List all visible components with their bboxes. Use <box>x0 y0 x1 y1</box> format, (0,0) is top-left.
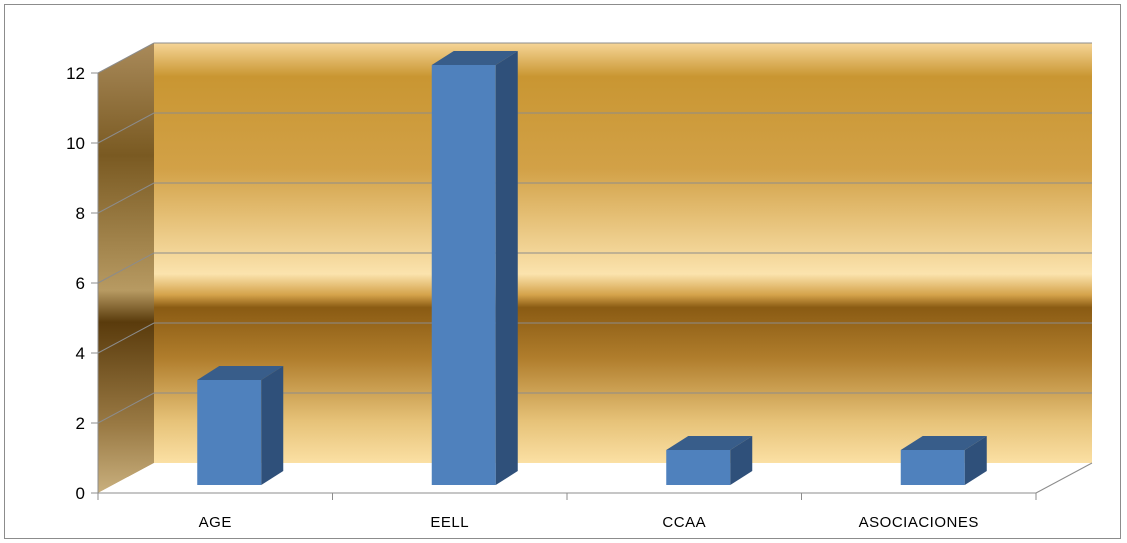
y-tick-label: 6 <box>76 274 85 293</box>
x-tick-label: EELL <box>430 514 469 531</box>
floor <box>98 463 1092 493</box>
bar-top <box>197 366 284 380</box>
bar-front <box>666 450 731 485</box>
x-tick-label: AGE <box>199 514 232 531</box>
gridline-side <box>97 252 155 284</box>
y-tick-label: 10 <box>66 134 85 153</box>
floor-edge <box>1035 462 1093 494</box>
chart-frame: 0 2 4 6 8 10 12 AGE EELL CCAA ASOCIACIONES <box>4 4 1121 539</box>
bar-side <box>261 366 284 485</box>
bar-top <box>900 436 987 450</box>
labels: 0 2 4 6 8 10 12 AGE EELL CCAA ASOCIACIONES <box>66 64 979 531</box>
x-tick-label: CCAA <box>662 514 706 531</box>
gridline-side <box>97 42 155 74</box>
gridline-side <box>97 322 155 354</box>
bar-side <box>730 436 753 485</box>
gridline-side <box>97 112 155 144</box>
bar-age <box>197 366 284 485</box>
bar-top <box>666 436 753 450</box>
bar-asociaciones <box>900 436 987 485</box>
y-tick-label: 8 <box>76 204 85 223</box>
y-tick-label: 2 <box>76 414 85 433</box>
gridlines <box>97 42 1092 424</box>
y-tick-label: 12 <box>66 64 85 83</box>
bar-side <box>495 51 518 485</box>
bar-ccaa <box>666 436 753 485</box>
axes <box>91 72 1093 500</box>
y-tick-label: 0 <box>76 484 85 503</box>
bars <box>197 51 987 485</box>
bar-side <box>964 436 987 485</box>
bar-top <box>431 51 518 65</box>
bar-front <box>900 450 965 485</box>
gridline-side <box>97 182 155 214</box>
bar-eell <box>431 51 518 485</box>
x-tick-label: ASOCIACIONES <box>859 514 979 531</box>
bar-front <box>197 380 262 485</box>
bar-chart: 0 2 4 6 8 10 12 AGE EELL CCAA ASOCIACIONES <box>66 42 1093 531</box>
y-tick-label: 4 <box>76 344 85 363</box>
gridline-side <box>97 392 155 424</box>
bar-front <box>431 65 496 485</box>
